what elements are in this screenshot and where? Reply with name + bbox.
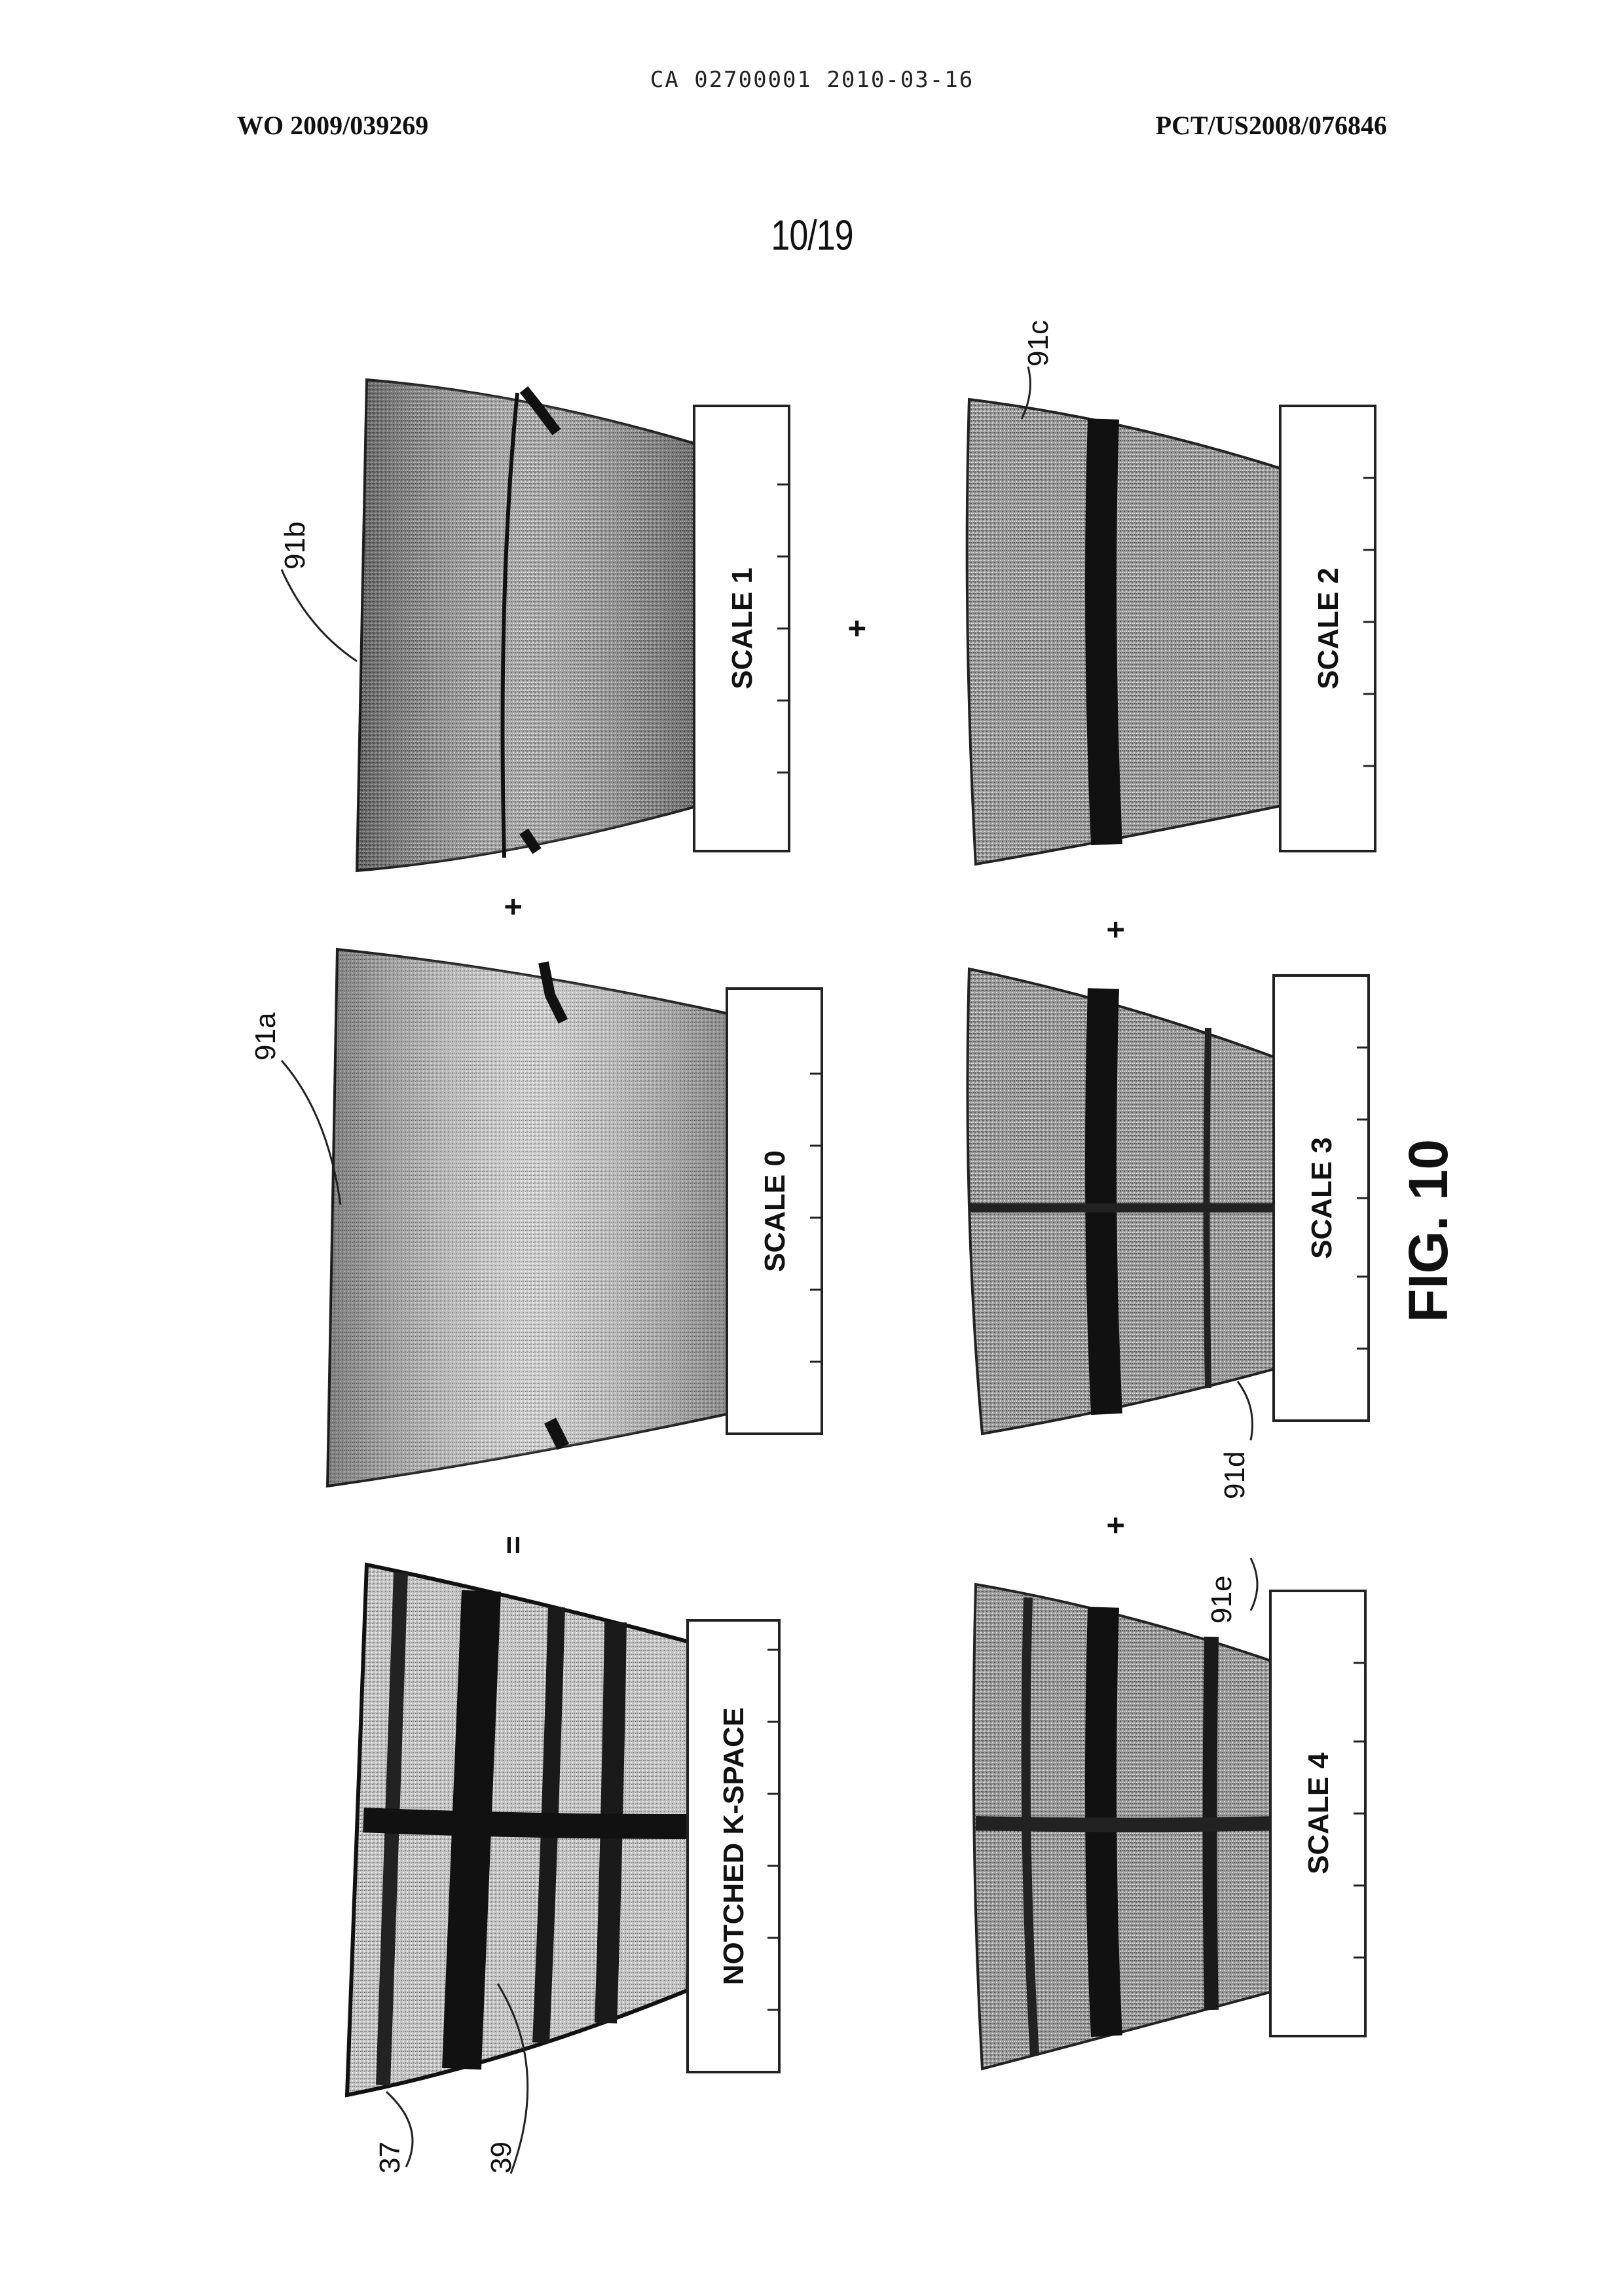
panel-scale-1: SCALE 1 91b bbox=[279, 380, 789, 871]
panel-scale-3: SCALE 3 91d bbox=[968, 969, 1369, 1499]
panel-label-notched-k-space: NOTCHED K-SPACE bbox=[718, 1707, 750, 1986]
operator-plus-2: + bbox=[840, 619, 875, 638]
operator-equals: = bbox=[496, 1536, 531, 1554]
ref-39: 39 bbox=[485, 2141, 517, 2174]
operator-plus-3: + bbox=[1099, 920, 1134, 939]
panel-label-scale-3: SCALE 3 bbox=[1306, 1137, 1338, 1259]
figure-label: FIG. 10 bbox=[1397, 1139, 1459, 1322]
panel-label-scale-4: SCALE 4 bbox=[1302, 1753, 1335, 1874]
panel-scale-2: SCALE 2 91c bbox=[967, 320, 1375, 864]
ref-91b: 91b bbox=[279, 522, 311, 570]
ref-37: 37 bbox=[374, 2141, 406, 2174]
ref-91e: 91e bbox=[1206, 1576, 1238, 1624]
panel-label-scale-0: SCALE 0 bbox=[759, 1150, 791, 1272]
ref-91c: 91c bbox=[1022, 320, 1054, 367]
ref-91d: 91d bbox=[1219, 1451, 1251, 1499]
panel-label-scale-1: SCALE 1 bbox=[726, 568, 758, 689]
panel-scale-4: SCALE 4 91e bbox=[974, 1558, 1365, 2069]
panel-scale-0: SCALE 0 91a bbox=[249, 949, 822, 1486]
panel-label-scale-2: SCALE 2 bbox=[1312, 568, 1344, 689]
ref-91a: 91a bbox=[249, 1012, 282, 1061]
operator-plus-1: + bbox=[496, 898, 531, 916]
operator-plus-4: + bbox=[1099, 1516, 1134, 1535]
panel-notched-k-space: NOTCHED K-SPACE 37 39 bbox=[347, 1565, 779, 2174]
